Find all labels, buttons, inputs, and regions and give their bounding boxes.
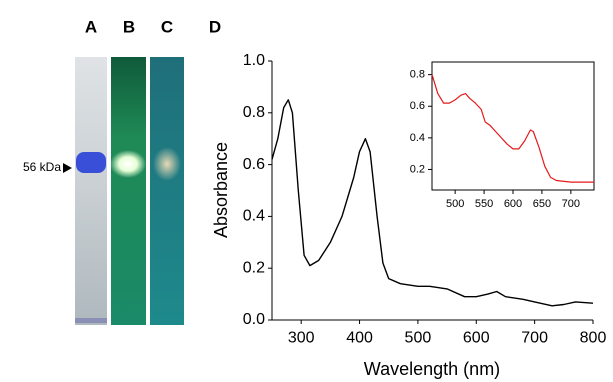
x-tick-label: 600 [504,198,522,210]
x-tick-label: 500 [405,330,432,347]
x-tick-label: 700 [562,198,580,210]
y-tick-label: 0.4 [243,208,265,225]
panel-label: B [123,17,135,36]
fluorescent-band [110,150,146,178]
inset-frame [432,62,594,190]
y-tick-label: 0.8 [410,69,425,81]
gel-lane-a [75,57,107,325]
y-tick-label: 0.2 [243,259,265,276]
y-tick-label: 0.4 [410,132,425,144]
gel-front [75,318,107,323]
gel-lane-b [111,57,146,325]
panel-label: C [161,17,173,36]
x-tick-label: 700 [521,330,548,347]
figure: 56 kDa A B C D Wavelength (nm) Absorbanc… [0,0,613,382]
marker-label: 56 kDa [23,160,61,174]
y-tick-label: 1.0 [243,52,265,69]
marker-arrow [63,163,72,173]
x-tick-label: 300 [288,330,315,347]
gel-lane-c [150,57,184,325]
y-tick-label: 0.6 [243,156,265,173]
protein-band [76,152,106,173]
x-tick-label: 650 [533,198,551,210]
x-tick-label: 400 [346,330,373,347]
x-tick-label: 800 [580,330,607,347]
x-tick-label: 550 [475,198,493,210]
y-tick-label: 0.0 [243,311,265,328]
x-tick-label: 600 [463,330,490,347]
panel-label: A [85,17,97,36]
y-tick-label: 0.2 [410,163,425,175]
x-tick-label: 500 [446,198,464,210]
y-tick-label: 0.8 [243,104,265,121]
panel-label: D [209,17,221,36]
y-axis-title: Absorbance [211,142,231,238]
spectrum-line [432,75,594,183]
y-tick-label: 0.6 [410,100,425,112]
stained-band [153,147,181,181]
x-axis-title: Wavelength (nm) [364,359,500,379]
